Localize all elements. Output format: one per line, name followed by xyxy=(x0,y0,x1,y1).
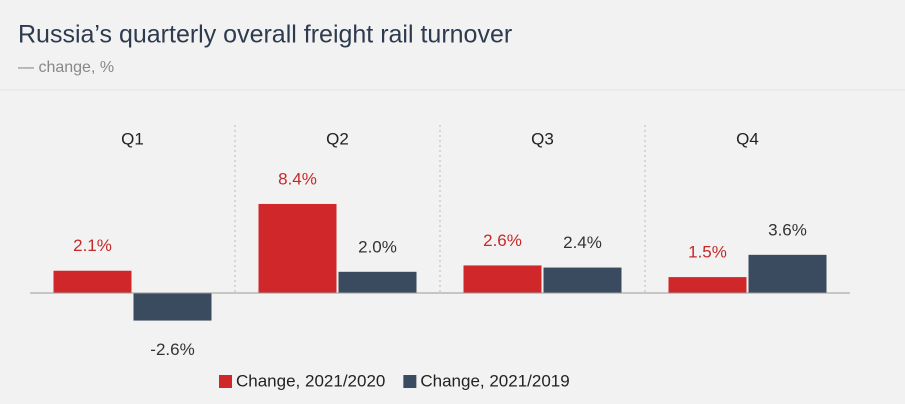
bar xyxy=(463,265,542,293)
bar xyxy=(543,267,622,293)
legend-swatch xyxy=(403,375,417,388)
value-label: 3.6% xyxy=(768,220,807,239)
category-label: Q2 xyxy=(326,129,349,148)
value-label: 8.4% xyxy=(278,169,317,188)
bar xyxy=(748,254,827,293)
legend-swatch xyxy=(219,375,232,388)
value-label: 2.1% xyxy=(73,236,112,255)
legend-label: Change, 2021/2020 xyxy=(236,371,385,390)
chart-subtitle: — change, % xyxy=(18,59,114,76)
value-label: -2.6% xyxy=(150,340,194,359)
category-label: Q4 xyxy=(736,129,759,148)
category-label: Q1 xyxy=(121,129,144,148)
value-label: 2.6% xyxy=(483,231,522,250)
value-label: 2.0% xyxy=(358,237,397,256)
category-label: Q3 xyxy=(531,129,554,148)
bar xyxy=(338,271,417,293)
value-label: 2.4% xyxy=(563,233,602,252)
bar xyxy=(53,270,132,293)
value-label: 1.5% xyxy=(688,243,727,262)
legend-label: Change, 2021/2019 xyxy=(420,371,569,390)
bar xyxy=(133,293,212,321)
bar xyxy=(668,277,747,293)
chart-title: Russia’s quarterly overall freight rail … xyxy=(18,21,512,49)
bar xyxy=(258,203,337,293)
